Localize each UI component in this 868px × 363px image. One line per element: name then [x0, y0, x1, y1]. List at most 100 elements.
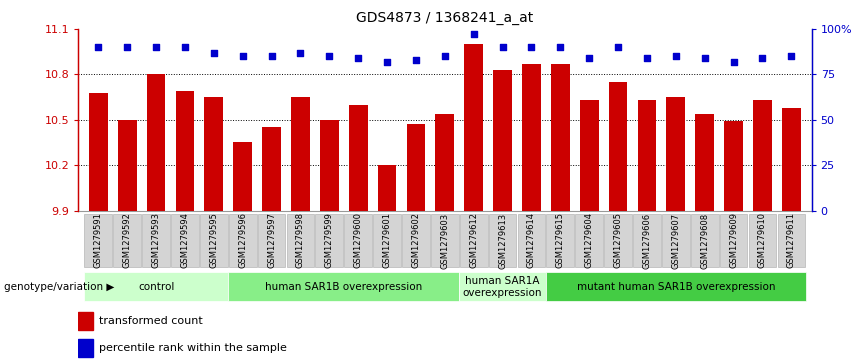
Point: [554, 44, 568, 50]
Text: GSM1279610: GSM1279610: [758, 212, 767, 269]
FancyBboxPatch shape: [459, 272, 546, 301]
Text: GSM1279611: GSM1279611: [787, 212, 796, 269]
FancyBboxPatch shape: [633, 214, 661, 267]
Point: [755, 55, 769, 61]
Title: GDS4873 / 1368241_a_at: GDS4873 / 1368241_a_at: [356, 11, 534, 25]
FancyBboxPatch shape: [345, 214, 372, 267]
FancyBboxPatch shape: [142, 214, 170, 267]
FancyBboxPatch shape: [662, 214, 690, 267]
Text: GSM1279605: GSM1279605: [614, 212, 622, 269]
Text: GSM1279612: GSM1279612: [470, 212, 478, 269]
Text: GSM1279591: GSM1279591: [94, 213, 102, 268]
Point: [698, 55, 712, 61]
Point: [785, 53, 799, 59]
FancyBboxPatch shape: [373, 214, 401, 267]
Bar: [667, 97, 685, 211]
Point: [727, 59, 740, 65]
Text: GSM1279595: GSM1279595: [209, 213, 219, 268]
Text: GSM1279601: GSM1279601: [383, 212, 391, 269]
Point: [640, 55, 654, 61]
Text: GSM1279609: GSM1279609: [729, 212, 738, 269]
Point: [91, 44, 105, 50]
FancyBboxPatch shape: [604, 214, 632, 267]
Text: GSM1279602: GSM1279602: [411, 212, 420, 269]
FancyBboxPatch shape: [517, 214, 545, 267]
Text: human SAR1A
overexpression: human SAR1A overexpression: [463, 276, 542, 298]
Point: [149, 44, 163, 50]
Bar: [724, 121, 743, 211]
Text: GSM1279593: GSM1279593: [152, 212, 161, 269]
Point: [265, 53, 279, 59]
FancyBboxPatch shape: [460, 214, 488, 267]
Point: [409, 57, 423, 63]
FancyBboxPatch shape: [114, 214, 141, 267]
FancyBboxPatch shape: [315, 214, 343, 267]
Bar: [551, 64, 569, 211]
Bar: [406, 124, 425, 211]
Point: [496, 44, 510, 50]
Bar: [782, 108, 801, 211]
Text: genotype/variation ▶: genotype/variation ▶: [4, 282, 115, 292]
Bar: [378, 165, 397, 211]
Point: [293, 50, 307, 56]
Text: GSM1279613: GSM1279613: [498, 212, 507, 269]
Bar: [349, 105, 368, 211]
Bar: [118, 120, 136, 211]
Text: GSM1279608: GSM1279608: [700, 212, 709, 269]
FancyBboxPatch shape: [200, 214, 227, 267]
Bar: [464, 44, 483, 211]
Bar: [147, 74, 166, 211]
FancyBboxPatch shape: [171, 214, 199, 267]
FancyBboxPatch shape: [84, 272, 228, 301]
FancyBboxPatch shape: [431, 214, 458, 267]
FancyBboxPatch shape: [228, 272, 459, 301]
Text: GSM1279604: GSM1279604: [585, 212, 594, 269]
FancyBboxPatch shape: [489, 214, 516, 267]
Point: [236, 53, 250, 59]
Text: GSM1279606: GSM1279606: [642, 212, 652, 269]
Point: [611, 44, 625, 50]
Text: GSM1279596: GSM1279596: [238, 212, 247, 269]
Bar: [608, 82, 628, 211]
Bar: [89, 93, 108, 211]
Bar: [695, 114, 714, 211]
FancyBboxPatch shape: [258, 214, 286, 267]
Bar: [522, 64, 541, 211]
FancyBboxPatch shape: [575, 214, 603, 267]
Bar: [205, 97, 223, 211]
FancyBboxPatch shape: [546, 272, 806, 301]
Text: human SAR1B overexpression: human SAR1B overexpression: [265, 282, 423, 292]
Point: [322, 53, 336, 59]
Bar: [262, 127, 281, 211]
FancyBboxPatch shape: [229, 214, 257, 267]
Bar: [78, 339, 93, 357]
FancyBboxPatch shape: [748, 214, 776, 267]
Point: [207, 50, 220, 56]
Text: GSM1279600: GSM1279600: [354, 212, 363, 269]
Text: GSM1279592: GSM1279592: [122, 213, 132, 268]
Point: [467, 32, 481, 37]
FancyBboxPatch shape: [691, 214, 719, 267]
Text: GSM1279598: GSM1279598: [296, 212, 305, 269]
Point: [437, 53, 451, 59]
Text: GSM1279607: GSM1279607: [671, 212, 681, 269]
Text: GSM1279615: GSM1279615: [556, 212, 565, 269]
Text: mutant human SAR1B overexpression: mutant human SAR1B overexpression: [576, 282, 775, 292]
FancyBboxPatch shape: [720, 214, 747, 267]
Text: transformed count: transformed count: [99, 316, 203, 326]
Point: [524, 44, 538, 50]
Point: [121, 44, 135, 50]
Text: GSM1279597: GSM1279597: [267, 212, 276, 269]
Bar: [436, 114, 454, 211]
Point: [380, 59, 394, 65]
Text: GSM1279603: GSM1279603: [440, 212, 450, 269]
Point: [582, 55, 596, 61]
Bar: [493, 70, 512, 211]
Point: [669, 53, 683, 59]
Point: [352, 55, 365, 61]
Bar: [320, 120, 339, 211]
Bar: [291, 97, 310, 211]
Bar: [638, 100, 656, 211]
Point: [178, 44, 192, 50]
Text: GSM1279614: GSM1279614: [527, 212, 536, 269]
